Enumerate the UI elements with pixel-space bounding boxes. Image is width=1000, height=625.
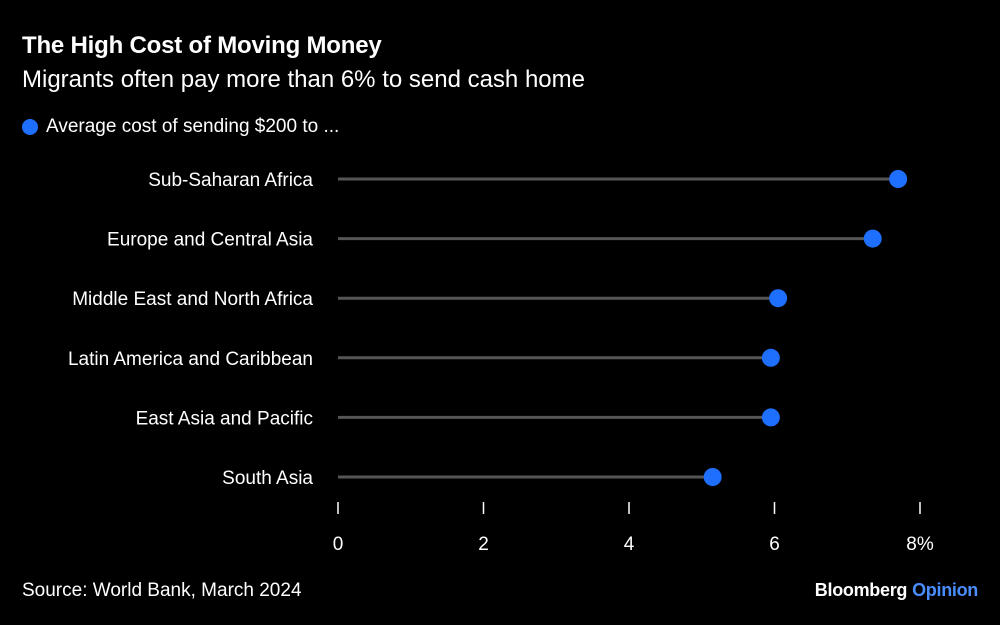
category-label: Middle East and North Africa	[72, 289, 313, 310]
lollipop-dot	[889, 170, 908, 188]
legend-label: Average cost of sending $200 to ...	[46, 116, 340, 137]
category-label: Sub-Saharan Africa	[148, 170, 313, 191]
chart-title: The High Cost of Moving Money	[22, 32, 382, 59]
category-label: East Asia and Pacific	[136, 408, 313, 429]
lollipop-dot	[769, 289, 788, 308]
lollipop-dot	[703, 468, 722, 486]
chart-subtitle: Migrants often pay more than 6% to send …	[22, 66, 585, 93]
x-tick-label: 8%	[906, 534, 934, 555]
x-tick-label: 6	[769, 534, 780, 555]
lollipop-dot	[863, 229, 882, 248]
category-label: Europe and Central Asia	[107, 230, 313, 251]
source-note: Source: World Bank, March 2024	[22, 580, 302, 601]
legend-dot-marker	[22, 119, 38, 135]
lollipop-dot	[761, 408, 780, 427]
brand-main: Bloomberg	[814, 580, 908, 600]
brand-secondary: Opinion	[912, 580, 978, 600]
lollipop-dot	[761, 348, 780, 367]
category-label: South Asia	[222, 468, 313, 489]
x-tick-label: 2	[478, 534, 489, 555]
category-label: Latin America and Caribbean	[68, 349, 313, 370]
brand-logo: Bloomberg Opinion	[814, 580, 979, 601]
x-tick-label: 0	[333, 534, 344, 555]
legend: Average cost of sending $200 to ...	[22, 116, 339, 138]
x-tick-label: 4	[624, 534, 635, 555]
